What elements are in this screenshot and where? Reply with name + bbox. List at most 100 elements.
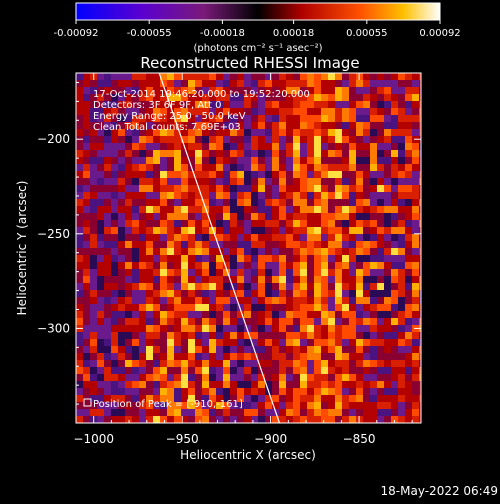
heatmap-cell xyxy=(265,353,272,360)
heatmap-cell xyxy=(419,255,421,262)
heatmap-cell xyxy=(251,241,258,248)
heatmap-cell xyxy=(118,255,125,262)
heatmap-cell xyxy=(314,402,321,409)
heatmap-cell xyxy=(202,248,209,255)
heatmap-cell xyxy=(419,157,421,164)
heatmap-cell xyxy=(237,248,244,255)
heatmap-cell xyxy=(405,381,412,388)
heatmap-cell xyxy=(216,122,223,129)
heatmap-cell xyxy=(349,136,356,143)
heatmap-cell xyxy=(391,388,398,395)
heatmap-cell xyxy=(118,220,125,227)
heatmap-cell xyxy=(279,220,286,227)
heatmap-cell xyxy=(286,199,293,206)
heatmap-cell xyxy=(146,122,153,129)
heatmap-cell xyxy=(230,409,237,416)
heatmap-cell xyxy=(132,353,139,360)
heatmap-cell xyxy=(342,381,349,388)
heatmap-cell xyxy=(384,164,391,171)
heatmap-cell xyxy=(90,150,97,157)
heatmap-cell xyxy=(139,283,146,290)
heatmap-cell xyxy=(307,283,314,290)
heatmap-cell xyxy=(349,318,356,325)
heatmap-cell xyxy=(363,339,370,346)
heatmap-cell xyxy=(314,206,321,213)
heatmap-cell xyxy=(251,367,258,374)
heatmap-cell xyxy=(209,87,216,94)
heatmap-cell xyxy=(419,388,421,395)
heatmap-cell xyxy=(181,234,188,241)
heatmap-cell xyxy=(314,192,321,199)
heatmap-cell xyxy=(209,206,216,213)
heatmap-cell xyxy=(335,332,342,339)
heatmap-cell xyxy=(412,164,419,171)
heatmap-cell xyxy=(223,402,230,409)
heatmap-cell xyxy=(398,129,405,136)
heatmap-cell xyxy=(363,94,370,101)
heatmap-cell xyxy=(314,409,321,416)
heatmap-cell xyxy=(328,416,335,423)
heatmap-cell xyxy=(139,206,146,213)
heatmap-cell xyxy=(398,122,405,129)
heatmap-cell xyxy=(300,360,307,367)
heatmap-cell xyxy=(349,171,356,178)
heatmap-cell xyxy=(419,367,421,374)
heatmap-cell xyxy=(377,339,384,346)
heatmap-cell xyxy=(384,311,391,318)
heatmap-cell xyxy=(293,87,300,94)
heatmap-cell xyxy=(195,374,202,381)
heatmap-cell xyxy=(356,395,363,402)
heatmap-cell xyxy=(398,115,405,122)
heatmap-cell xyxy=(356,283,363,290)
heatmap-cell xyxy=(83,129,90,136)
heatmap-cell xyxy=(202,164,209,171)
heatmap-cell xyxy=(202,108,209,115)
heatmap-cell xyxy=(321,234,328,241)
heatmap-cell xyxy=(76,269,83,276)
heatmap-cell xyxy=(342,143,349,150)
heatmap-cell xyxy=(307,318,314,325)
heatmap-cell xyxy=(97,304,104,311)
heatmap-cell xyxy=(125,255,132,262)
heatmap-cell xyxy=(118,164,125,171)
heatmap-cell xyxy=(230,388,237,395)
heatmap-cell xyxy=(188,227,195,234)
heatmap-cell xyxy=(237,339,244,346)
heatmap-cell xyxy=(363,150,370,157)
heatmap-cell xyxy=(181,80,188,87)
heatmap-cell xyxy=(125,80,132,87)
heatmap-cell xyxy=(160,276,167,283)
heatmap-cell xyxy=(139,269,146,276)
heatmap-cell xyxy=(335,185,342,192)
heatmap-cell xyxy=(342,318,349,325)
heatmap-cell xyxy=(244,122,251,129)
heatmap-cell xyxy=(202,402,209,409)
heatmap-cell xyxy=(76,108,83,115)
heatmap-cell xyxy=(258,269,265,276)
heatmap-cell xyxy=(209,234,216,241)
heatmap-cell xyxy=(97,297,104,304)
heatmap-cell xyxy=(188,402,195,409)
heatmap-cell xyxy=(111,283,118,290)
heatmap-cell xyxy=(132,150,139,157)
heatmap-cell xyxy=(370,171,377,178)
heatmap-cell xyxy=(314,255,321,262)
heatmap-cell xyxy=(216,108,223,115)
heatmap-cell xyxy=(335,262,342,269)
heatmap-cell xyxy=(279,416,286,423)
heatmap-cell xyxy=(279,402,286,409)
heatmap-cell xyxy=(293,129,300,136)
heatmap-cell xyxy=(272,269,279,276)
heatmap-cell xyxy=(307,374,314,381)
heatmap-cell xyxy=(419,87,421,94)
heatmap-cell xyxy=(237,213,244,220)
heatmap-cell xyxy=(363,185,370,192)
heatmap-cell xyxy=(104,150,111,157)
heatmap-cell xyxy=(258,304,265,311)
heatmap-cell xyxy=(111,171,118,178)
heatmap-cell xyxy=(349,80,356,87)
heatmap-cell xyxy=(244,136,251,143)
heatmap-cell xyxy=(181,311,188,318)
heatmap-cell xyxy=(244,234,251,241)
heatmap-cell xyxy=(251,164,258,171)
